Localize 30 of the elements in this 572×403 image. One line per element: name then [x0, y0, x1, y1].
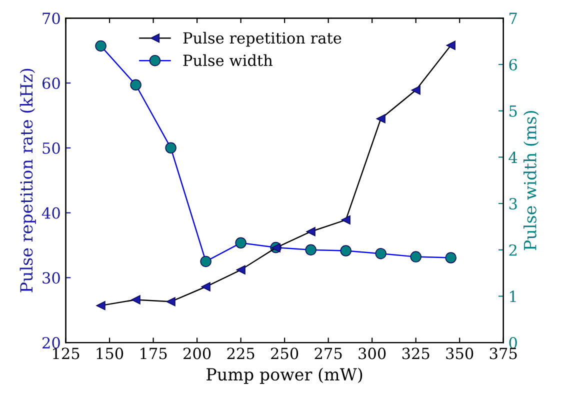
y2-tick-label: 4 — [508, 152, 518, 163]
legend-label: Pulse width — [183, 54, 273, 66]
x-tick-label: 350 — [446, 348, 474, 360]
y-axis-title: Pulse repetition rate (kHz) — [20, 68, 36, 292]
y2-axis-title: Pulse width (ms) — [523, 110, 539, 250]
x-tick-label: 125 — [53, 348, 80, 360]
x-tick-label: 250 — [271, 348, 298, 360]
x-tick-label: 200 — [184, 348, 211, 360]
x-tick-label: 325 — [402, 348, 430, 360]
x-tick-label: 150 — [96, 348, 124, 360]
y2-tick-label: 0 — [509, 337, 517, 349]
y2-tick-label: 7 — [510, 12, 517, 24]
x-tick-label: 175 — [140, 348, 167, 360]
x-tick-label: 225 — [227, 348, 254, 360]
y-tick-label: 40 — [42, 207, 60, 219]
y2-tick-label: 1 — [510, 290, 516, 302]
x-tick-label: 300 — [358, 348, 386, 360]
y-tick-label: 20 — [42, 337, 60, 349]
y2-tick-label: 3 — [509, 198, 517, 210]
y2-tick-label: 5 — [510, 105, 517, 117]
legend-label: Pulse repetition rate — [183, 32, 342, 47]
y2-tick-label: 2 — [509, 244, 516, 256]
x-tick-label: 375 — [490, 348, 517, 360]
y-tick-label: 60 — [42, 77, 60, 90]
y-tick-label: 70 — [42, 12, 60, 24]
y-tick-label: 50 — [42, 142, 60, 154]
x-tick-label: 275 — [314, 348, 342, 360]
y-tick-label: 30 — [42, 272, 60, 284]
y2-tick-label: 6 — [509, 58, 517, 70]
x-axis-title: Pump power (mW) — [206, 368, 362, 384]
